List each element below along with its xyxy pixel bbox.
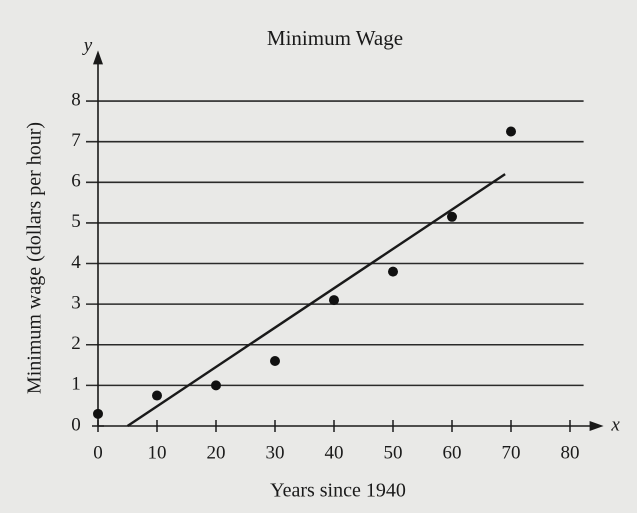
x-tick-label: 30 bbox=[266, 442, 285, 463]
x-axis-symbol: x bbox=[610, 414, 620, 435]
data-point bbox=[211, 380, 221, 391]
y-tick-label: 5 bbox=[71, 211, 81, 232]
y-tick-label: 6 bbox=[71, 171, 81, 192]
data-point bbox=[152, 390, 162, 401]
x-tick-label: 50 bbox=[384, 442, 403, 463]
trend-line bbox=[126, 173, 506, 427]
y-axis-arrow bbox=[93, 50, 103, 65]
y-tick-label: 0 bbox=[71, 414, 81, 435]
x-tick-label: 70 bbox=[502, 442, 521, 463]
x-axis-label: Years since 1940 bbox=[270, 480, 406, 502]
y-axis-label: Minimum wage (dollars per hour) bbox=[24, 122, 46, 394]
data-point bbox=[329, 295, 339, 306]
chart-title: Minimum Wage bbox=[267, 26, 403, 50]
x-tick-label: 20 bbox=[207, 442, 226, 463]
data-point bbox=[447, 211, 457, 222]
x-tick-label: 0 bbox=[93, 442, 103, 463]
y-axis-symbol: y bbox=[82, 35, 93, 56]
x-tick-label: 40 bbox=[325, 442, 344, 463]
data-point bbox=[388, 266, 398, 277]
y-tick-label: 4 bbox=[71, 252, 81, 273]
y-tick-label: 2 bbox=[71, 333, 81, 354]
data-point bbox=[93, 408, 103, 419]
y-tick-label: 1 bbox=[71, 374, 81, 395]
data-point bbox=[506, 126, 516, 137]
x-axis-arrow bbox=[589, 421, 604, 431]
y-tick-label: 8 bbox=[71, 89, 81, 110]
x-tick-label: 10 bbox=[148, 442, 167, 463]
data-point bbox=[270, 356, 280, 367]
y-tick-label: 3 bbox=[71, 292, 81, 313]
y-tick-label: 7 bbox=[71, 130, 81, 151]
x-tick-label: 60 bbox=[443, 442, 462, 463]
x-tick-label: 80 bbox=[561, 442, 580, 463]
